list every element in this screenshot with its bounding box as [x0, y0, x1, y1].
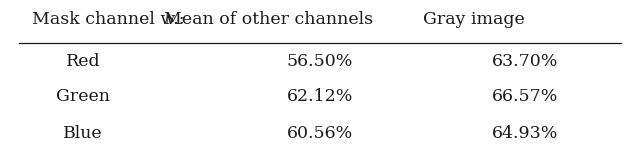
- Text: Mean of other channels: Mean of other channels: [164, 11, 373, 28]
- Text: 64.93%: 64.93%: [492, 125, 558, 142]
- Text: 60.56%: 60.56%: [287, 125, 353, 142]
- Text: Blue: Blue: [63, 125, 103, 142]
- Text: 62.12%: 62.12%: [287, 88, 353, 105]
- Text: Mask channel w.:: Mask channel w.:: [32, 11, 184, 28]
- Text: Red: Red: [66, 53, 100, 70]
- Text: 63.70%: 63.70%: [492, 53, 558, 70]
- Text: 56.50%: 56.50%: [287, 53, 353, 70]
- Text: Green: Green: [56, 88, 110, 105]
- Text: Gray image: Gray image: [423, 11, 524, 28]
- Text: 66.57%: 66.57%: [492, 88, 558, 105]
